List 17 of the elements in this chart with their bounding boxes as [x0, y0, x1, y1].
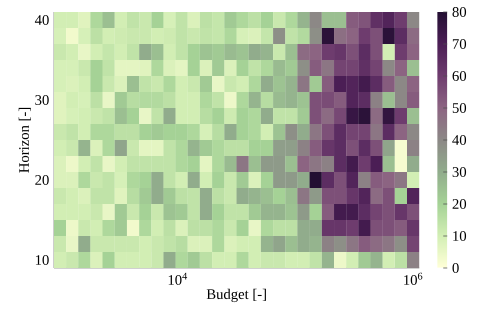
- color-bar-label: 50: [452, 103, 466, 113]
- y-tick-label: 10: [36, 255, 49, 265]
- y-tick-label: 30: [35, 95, 49, 105]
- color-bar-label: 60: [452, 71, 466, 81]
- x-tick-label: 10$^{4}$: [168, 272, 188, 285]
- color-bar-label: 80: [452, 7, 466, 17]
- x-tick-label: 10$^{6}$: [404, 272, 422, 285]
- color-bar-label: 40: [452, 135, 466, 145]
- y-tick-label: 20: [35, 175, 49, 185]
- color-bar-label: 10: [453, 231, 466, 241]
- y-axis-title: Horizon [-]: [18, 108, 31, 173]
- color-bar-label: 70: [452, 39, 466, 49]
- y-tick-label: 40: [34, 15, 49, 25]
- color-bar-label: 0: [452, 263, 459, 273]
- color-bar-label: 30: [452, 167, 466, 177]
- x-axis-title: Budget [-]: [206, 288, 266, 302]
- color-bar-label: 20: [452, 199, 466, 209]
